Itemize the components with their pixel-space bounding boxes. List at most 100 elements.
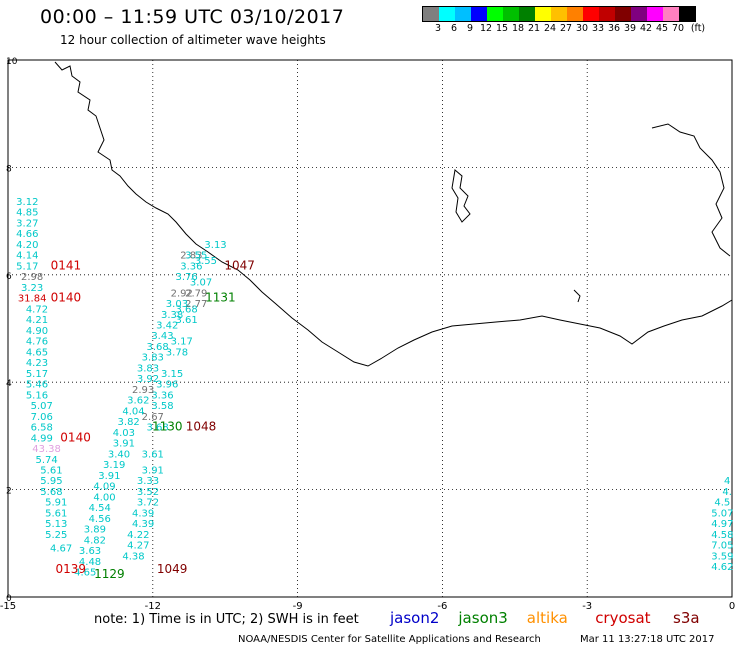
legend-item-cryosat: cryosat xyxy=(595,609,651,627)
wave-height-reading: 2.79 xyxy=(185,288,207,299)
wave-height-reading: 4.04 xyxy=(122,406,144,417)
x-tick-label: -3 xyxy=(582,601,592,612)
colorbar-label: 70 xyxy=(671,23,685,34)
wave-height-reading: 5.91 xyxy=(45,498,67,509)
wave-height-reading: 3.91 xyxy=(113,439,135,450)
map-subtitle: 12 hour collection of altimeter wave hei… xyxy=(60,33,326,47)
colorbar-swatch xyxy=(519,7,535,21)
wave-height-reading: 7.05 xyxy=(711,541,733,552)
wave-height-reading: 4. xyxy=(722,487,732,498)
wave-height-reading: 5.17 xyxy=(26,369,48,380)
wave-height-reading: 4.5 xyxy=(714,498,730,509)
footer-credit: NOAA/NESDIS Center for Satellite Applica… xyxy=(238,634,541,645)
wave-height-reading: 4.54 xyxy=(89,503,111,514)
pass-time-label: 1047 xyxy=(224,258,255,272)
wave-height-reading: 3.92 xyxy=(137,374,159,385)
wave-height-reading: 4.27 xyxy=(127,541,149,552)
map-frame xyxy=(7,59,733,598)
wave-height-reading: 3.59 xyxy=(711,551,733,562)
wave-height-reading: 4.62 xyxy=(711,562,733,573)
y-tick-label: 8 xyxy=(6,164,12,174)
wave-height-reading: 3.68 xyxy=(146,423,168,434)
wave-height-reading: 4 xyxy=(724,476,730,487)
wave-height-reading: 3.83 xyxy=(137,363,159,374)
wave-height-reading: 3.36 xyxy=(180,261,202,272)
coastline-fragment-east xyxy=(651,123,731,257)
legend-item-s3a: s3a xyxy=(673,609,700,627)
colorbar-label: 9 xyxy=(466,23,474,34)
wave-height-reading: 4.99 xyxy=(31,433,53,444)
colorbar-swatch xyxy=(551,7,567,21)
wave-height-reading: 3.63 xyxy=(79,546,101,557)
colorbar-label: 12 xyxy=(479,23,493,34)
wave-height-reading: 4.67 xyxy=(50,543,72,554)
colorbar-label: 45 xyxy=(655,23,669,34)
colorbar-swatch xyxy=(583,7,599,21)
colorbar-label: 33 xyxy=(591,23,605,34)
wave-height-reading: 4.39 xyxy=(132,519,154,530)
wave-height-reading: 4.00 xyxy=(93,492,115,503)
colorbar-swatch xyxy=(439,7,455,21)
wave-height-reading: 2.98 xyxy=(21,272,43,283)
wave-height-reading: 5.68 xyxy=(40,487,62,498)
colorbar-label: 18 xyxy=(511,23,525,34)
x-tick-label: -9 xyxy=(293,601,303,612)
wave-height-reading: 3.12 xyxy=(16,197,38,208)
wave-height-reading: 3.68 xyxy=(175,304,197,315)
wave-height-reading: 4.39 xyxy=(132,508,154,519)
legend-item-jason2: jason2 xyxy=(390,609,440,627)
colorbar-swatch xyxy=(631,7,647,21)
wave-height-reading: 4.65 xyxy=(26,347,48,358)
wave-height-reading: 4.82 xyxy=(84,535,106,546)
colorbar-label: 39 xyxy=(623,23,637,34)
wave-height-reading: 3.61 xyxy=(175,315,197,326)
wave-height-reading: 4.56 xyxy=(89,514,111,525)
legend-item-jason3: jason3 xyxy=(458,609,508,627)
colorbar-swatch xyxy=(455,7,471,21)
legend-item-altika: altika xyxy=(526,609,568,627)
pass-time-label: 0140 xyxy=(60,430,91,444)
colorbar-label: 30 xyxy=(575,23,589,34)
wave-height-reading: 3.17 xyxy=(171,337,193,348)
wave-height-reading: 4.72 xyxy=(26,304,48,315)
wave-height-reading: 5.25 xyxy=(45,530,67,541)
wave-height-reading: 4.03 xyxy=(113,428,135,439)
colorbar-label: 15 xyxy=(495,23,509,34)
coastline-west-africa xyxy=(54,61,733,367)
colorbar-swatch xyxy=(599,7,615,21)
wave-height-reading: 3.43 xyxy=(151,331,173,342)
wave-height-reading: 3.38 xyxy=(161,310,183,321)
wave-height-reading: 3.07 xyxy=(190,278,212,289)
wave-height-reading: 4.20 xyxy=(16,240,38,251)
wave-height-reading: 5.74 xyxy=(35,455,57,466)
wave-height-reading: 3.96 xyxy=(156,380,178,391)
wave-height-reading: 3.82 xyxy=(118,417,140,428)
pass-time-label: 0139 xyxy=(55,562,86,576)
pass-time-label: 0140 xyxy=(51,291,82,305)
wave-height-reading: 6.58 xyxy=(31,423,53,434)
wave-height-reading: 5.95 xyxy=(40,476,62,487)
pass-time-label: 1129 xyxy=(94,567,125,581)
pass-time-label: 1048 xyxy=(186,420,217,434)
wave-height-reading: 3.89 xyxy=(84,525,106,536)
colorbar-label: 42 xyxy=(639,23,653,34)
wave-height-reading: 3.15 xyxy=(161,369,183,380)
pass-time-label: 0141 xyxy=(51,258,82,272)
wave-height-reading: 2.67 xyxy=(142,412,164,423)
wave-height-reading: 3.36 xyxy=(151,390,173,401)
wave-height-reading: 2.93 xyxy=(132,385,154,396)
x-tick-label: -6 xyxy=(437,601,447,612)
colorbar-swatch xyxy=(567,7,583,21)
wave-height-reading: 4.66 xyxy=(16,229,38,240)
colorbar-swatch xyxy=(535,7,551,21)
wave-height-reading: 4.38 xyxy=(122,551,144,562)
wave-height-reading: 3.72 xyxy=(137,498,159,509)
pass-time-label: 1131 xyxy=(205,291,236,305)
island-feature xyxy=(573,289,581,303)
island-feature xyxy=(451,169,471,223)
y-tick-label: 2 xyxy=(6,487,12,497)
colorbar-swatch xyxy=(487,7,503,21)
wave-height-reading: 3.68 xyxy=(146,342,168,353)
colorbar-swatch xyxy=(423,7,439,21)
